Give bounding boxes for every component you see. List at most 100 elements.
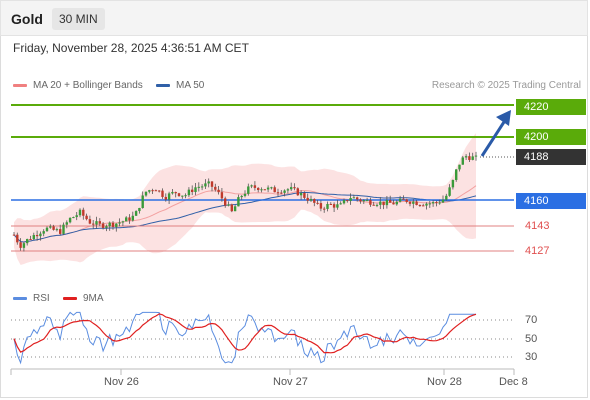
candle-body [313, 198, 316, 203]
candle-body [362, 200, 365, 202]
candle-body [191, 189, 194, 192]
candle-body [72, 217, 75, 219]
candle-body [326, 203, 329, 209]
candle-body [220, 192, 224, 199]
candle-body [293, 187, 296, 189]
candle-body [105, 226, 108, 228]
candle-body [250, 185, 253, 187]
candle-body [65, 222, 68, 225]
candle-body [12, 234, 16, 236]
candle-body [151, 190, 154, 192]
candle-body [379, 201, 382, 205]
candle-body [273, 187, 276, 193]
candle-body [240, 195, 243, 198]
candle-body [425, 203, 428, 206]
candle-body [214, 186, 217, 190]
level-label-s2: 4127 [525, 245, 550, 257]
research-credit: Research © 2025 Trading Central [431, 80, 581, 91]
candle-body [171, 191, 174, 194]
candle-body [164, 196, 167, 200]
bollinger-band [14, 133, 476, 265]
candle-body [59, 229, 62, 234]
candle-body [197, 186, 200, 188]
candle-body [309, 198, 313, 201]
chart-datetime: Friday, November 28, 2025 4:36:51 AM CET [13, 41, 249, 55]
candle-body [230, 204, 233, 212]
candle-body [29, 239, 32, 241]
candle-body [448, 187, 451, 196]
candle-body [299, 192, 303, 196]
candle-body [257, 187, 260, 191]
candle-body [270, 187, 273, 189]
candle-body [336, 204, 339, 208]
candle-body [134, 211, 138, 216]
candle-body [451, 179, 455, 188]
candle-body [352, 197, 356, 199]
legend-ma50: MA 50 [156, 80, 204, 91]
candle-body [329, 203, 332, 205]
candle-body [118, 222, 121, 224]
candle-body [303, 192, 306, 198]
candle-body [167, 193, 171, 200]
candle-body [144, 191, 148, 196]
level-label-r1: 4200 [516, 129, 586, 145]
candle-body [92, 223, 95, 225]
candle-body [412, 201, 415, 204]
candle-body [435, 202, 438, 204]
candle-body [316, 202, 319, 204]
candle-body [365, 200, 369, 202]
rsi-ma-label: 9MA [83, 293, 104, 304]
candle-body [131, 215, 134, 221]
candle-body [253, 185, 257, 188]
candle-body [224, 198, 227, 206]
candle-body [260, 189, 263, 191]
candle-body [339, 203, 342, 205]
candle-body [148, 190, 151, 192]
ma20-label: MA 20 + Bollinger Bands [33, 80, 143, 91]
candle-body [392, 202, 395, 205]
candle-body [32, 235, 35, 240]
rsi-level-50: 50 [525, 333, 538, 345]
candle-body [375, 204, 379, 206]
timeframe-button[interactable]: 30 MIN [52, 8, 105, 30]
rsi-level-70: 70 [525, 314, 538, 326]
candle-body [346, 200, 349, 202]
candle-body [128, 217, 131, 221]
candle-body [22, 243, 26, 248]
rsi-level-30: 30 [525, 351, 538, 363]
candle-body [422, 205, 425, 207]
ma50-line [13, 191, 477, 243]
level-label-s1: 4143 [525, 220, 550, 232]
candle-body [290, 187, 293, 190]
level-label-r2: 4220 [516, 99, 586, 115]
candle-body [369, 200, 372, 205]
candle-body [174, 191, 177, 194]
candle-body [45, 227, 49, 232]
candle-body [39, 233, 42, 237]
candle-body [85, 215, 88, 220]
candle-body [62, 224, 65, 234]
candle-body [266, 187, 270, 190]
candle-body [405, 199, 408, 202]
candle-body [98, 221, 101, 224]
candle-body [385, 200, 389, 206]
candle-body [296, 188, 299, 196]
candle-body [455, 169, 458, 180]
candle-body [227, 204, 230, 206]
candle-body [395, 201, 398, 205]
candle-body [204, 183, 207, 187]
candle-body [464, 156, 468, 158]
top-bar: Gold 30 MIN [0, 0, 588, 36]
candle-body [359, 199, 362, 202]
candle-body [247, 186, 250, 194]
forecast-arrow-shaft [480, 121, 506, 157]
candle-body [306, 197, 309, 201]
forecast-arrow-head [496, 110, 511, 126]
candle-body [177, 193, 181, 197]
candlesticks [12, 151, 478, 252]
candle-body [35, 235, 39, 237]
candle-body [438, 202, 441, 204]
candle-body [158, 190, 161, 192]
candle-body [332, 204, 336, 208]
level-label-last: 4188 [516, 149, 586, 165]
